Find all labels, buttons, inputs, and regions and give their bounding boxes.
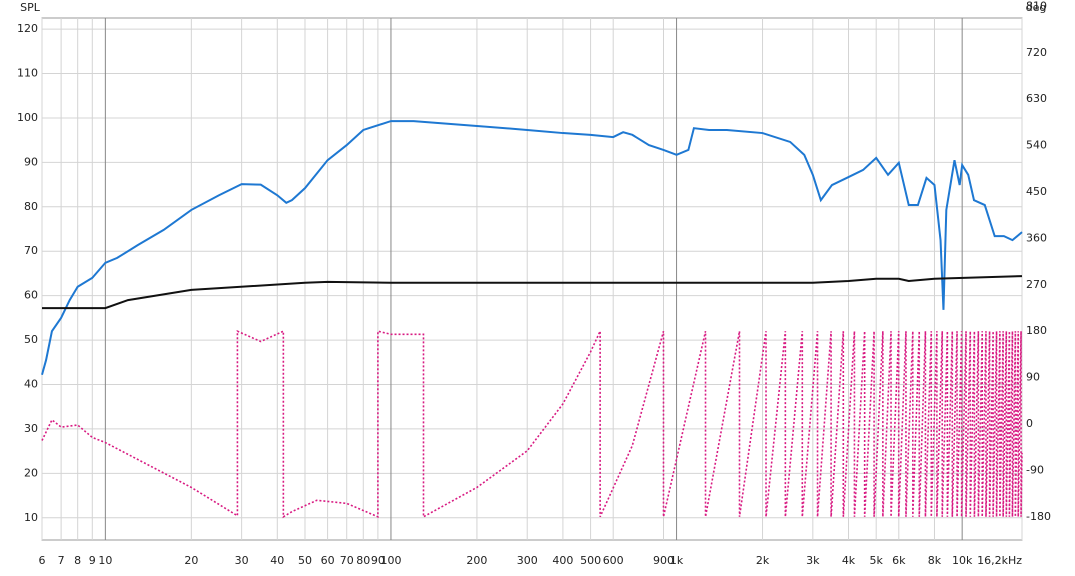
x-tick-label: 6k xyxy=(892,554,906,567)
data-line xyxy=(41,120,1023,376)
x-tick-label: 16,2kHz xyxy=(977,554,1022,567)
x-tick-label: 300 xyxy=(517,554,538,567)
y2-tick-label: 0 xyxy=(1026,417,1033,430)
x-tick-label: 1k xyxy=(670,554,684,567)
x-tick-label: 60 xyxy=(321,554,335,567)
x-tick-label: 20 xyxy=(184,554,198,567)
x-tick-label: 40 xyxy=(270,554,284,567)
x-tick-label: 600 xyxy=(603,554,624,567)
y-tick-label: 80 xyxy=(24,200,38,213)
x-tick-label: 9 xyxy=(89,554,96,567)
y-tick-label: 110 xyxy=(17,67,38,80)
x-tick-label: 10k xyxy=(952,554,973,567)
y2-tick-label: 90 xyxy=(1026,371,1040,384)
x-tick-label: 100 xyxy=(380,554,401,567)
y-tick-label: 60 xyxy=(24,289,38,302)
y-tick-label: 10 xyxy=(24,511,38,524)
y2-tick-label: -180 xyxy=(1026,510,1051,523)
data-line xyxy=(42,275,1023,310)
y2-tick-label: 360 xyxy=(1026,231,1047,244)
y-tick-label: 120 xyxy=(17,22,38,35)
y-tick-label: 100 xyxy=(17,111,38,124)
y2-tick-label: -90 xyxy=(1026,463,1044,476)
x-tick-label: 10 xyxy=(98,554,112,567)
x-tick-label: 200 xyxy=(466,554,487,567)
y-tick-label: 90 xyxy=(24,155,38,168)
y2-tick-label: 630 xyxy=(1026,92,1047,105)
x-tick-label: 900 xyxy=(653,554,674,567)
x-tick-label: 2k xyxy=(756,554,770,567)
x-tick-label: 7 xyxy=(58,554,65,567)
x-tick-label: 30 xyxy=(235,554,249,567)
x-tick-label: 6 xyxy=(39,554,46,567)
y2-tick-label: 720 xyxy=(1026,46,1047,59)
x-tick-label: 3k xyxy=(806,554,820,567)
x-tick-label: 500 xyxy=(580,554,601,567)
y2-tick-label: 450 xyxy=(1026,185,1047,198)
y-tick-label: 50 xyxy=(24,333,38,346)
y-tick-label: 70 xyxy=(24,244,38,257)
y2-axis-label: deg xyxy=(1026,1,1047,14)
y2-tick-label: 810 xyxy=(1026,0,1047,12)
y2-tick-label: 180 xyxy=(1026,324,1047,337)
x-tick-label: 50 xyxy=(298,554,312,567)
y2-tick-label: 270 xyxy=(1026,278,1047,291)
x-tick-label: 70 xyxy=(340,554,354,567)
y-tick-label: 40 xyxy=(24,378,38,391)
y-tick-label: 30 xyxy=(24,422,38,435)
x-tick-label: 400 xyxy=(552,554,573,567)
x-tick-label: 8k xyxy=(928,554,942,567)
y2-tick-label: 540 xyxy=(1026,139,1047,152)
x-tick-label: 4k xyxy=(842,554,856,567)
x-tick-label: 8 xyxy=(74,554,81,567)
x-tick-label: 5k xyxy=(870,554,884,567)
x-tick-label: 90 xyxy=(371,554,385,567)
y-axis-label: SPL xyxy=(20,1,41,14)
y-tick-label: 20 xyxy=(24,466,38,479)
data-line xyxy=(41,329,1023,519)
x-tick-label: 80 xyxy=(356,554,370,567)
